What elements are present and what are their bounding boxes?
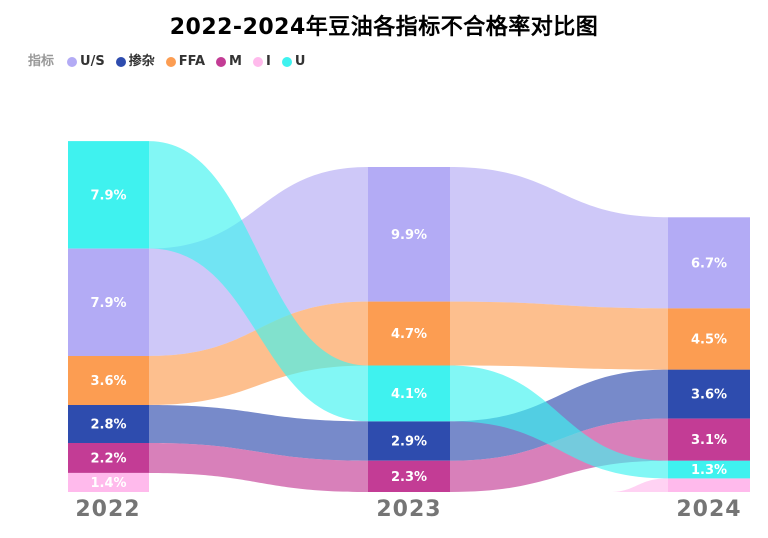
flow-ribbon-m-2022-2023[interactable]	[149, 443, 368, 492]
us-swatch-icon	[67, 56, 78, 67]
node-ffa-2024[interactable]	[668, 308, 750, 370]
impurity-swatch-icon	[115, 56, 126, 67]
node-i-2022[interactable]	[68, 473, 149, 492]
flow-ribbon-u-2023-2024[interactable]	[450, 365, 668, 479]
flow-ribbon-u-2022-2023[interactable]	[149, 141, 368, 422]
legend-title: 指标	[28, 54, 55, 69]
legend-item-us[interactable]: U/S	[67, 55, 105, 68]
node-m-2022[interactable]	[68, 443, 149, 473]
flow-ribbon-m-2023-2024[interactable]	[450, 418, 668, 492]
node-u-2024[interactable]	[668, 460, 750, 479]
legend-label: I	[265, 54, 271, 69]
flow-ribbon-ffa-2023-2024[interactable]	[450, 301, 668, 370]
node-u-2022[interactable]	[68, 141, 149, 249]
legend-items: U/S 掺杂 FFA M I U	[67, 55, 316, 68]
x-axis-label-2022: 2022	[75, 497, 141, 522]
legend-item-i[interactable]: I	[252, 54, 271, 69]
node-ffa-2023[interactable]	[368, 301, 450, 366]
node-us-2024[interactable]	[668, 217, 750, 309]
legend-label: U	[294, 54, 306, 69]
node-impurity-2024[interactable]	[668, 369, 750, 419]
legend-item-m[interactable]: M	[216, 55, 242, 68]
flow-ribbon-us-2023-2024[interactable]	[450, 166, 668, 309]
legend-label: 掺杂	[128, 54, 155, 69]
legend: 指标 U/S 掺杂 FFA M I U	[28, 55, 316, 68]
node-impurity-2023[interactable]	[368, 421, 450, 461]
legend-item-impurity[interactable]: 掺杂	[115, 54, 155, 69]
flow-ribbon-ffa-2022-2023[interactable]	[149, 301, 368, 405]
x-axis-label-2024: 2024	[676, 497, 742, 522]
legend-label: M	[229, 54, 242, 69]
node-impurity-2022[interactable]	[68, 405, 149, 444]
flow-ribbon-i-2023-2024[interactable]	[610, 478, 668, 492]
node-ffa-2022[interactable]	[68, 356, 149, 405]
legend-item-ffa[interactable]: FFA	[165, 54, 206, 69]
u-swatch-icon	[281, 56, 292, 67]
i-swatch-icon	[252, 56, 263, 67]
node-us-2023[interactable]	[368, 167, 450, 302]
flow-ribbon-impurity-2022-2023[interactable]	[149, 404, 368, 461]
ffa-swatch-icon	[165, 56, 176, 67]
legend-label: U/S	[80, 54, 105, 69]
node-m-2023[interactable]	[368, 460, 450, 492]
node-us-2022[interactable]	[68, 248, 149, 356]
node-i-2024[interactable]	[668, 478, 750, 492]
page-title: 2022-2024年豆油各指标不合格率对比图	[169, 15, 599, 40]
legend-item-u[interactable]: U	[281, 54, 306, 69]
node-m-2024[interactable]	[668, 418, 750, 461]
m-swatch-icon	[216, 56, 227, 67]
x-axis-label-2023: 2023	[376, 497, 442, 522]
node-u-2023[interactable]	[368, 365, 450, 422]
legend-label: FFA	[178, 54, 206, 69]
